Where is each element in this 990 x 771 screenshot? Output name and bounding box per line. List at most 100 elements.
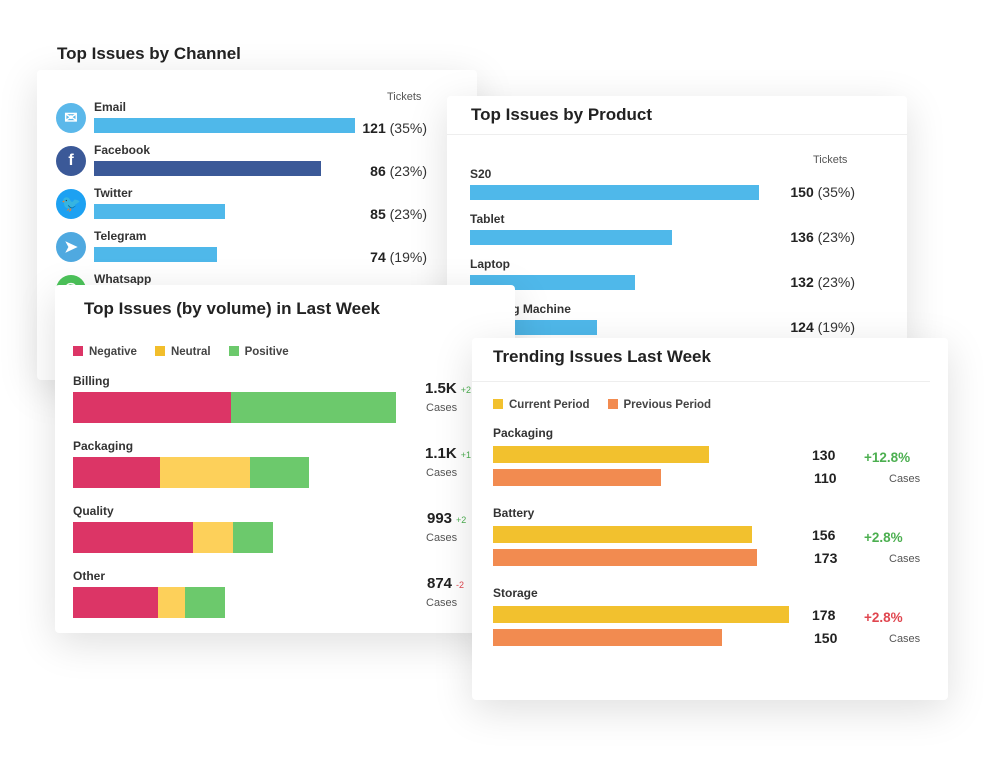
channel-percent: (23%) <box>389 163 427 179</box>
channel-bar <box>94 247 217 262</box>
legend-label: Neutral <box>170 346 211 358</box>
current-period-bar <box>493 446 710 463</box>
volume-unit: Cases <box>426 467 458 479</box>
facebook-icon: f <box>56 146 86 176</box>
product-label: S20 <box>470 167 492 181</box>
legend-swatch <box>493 399 503 409</box>
volume-label: Packaging <box>73 439 134 453</box>
legend-previous-period: Previous Period <box>607 399 712 411</box>
channel-count: 86 <box>370 163 386 179</box>
legend-swatch <box>228 346 239 356</box>
trending-card: Trending Issues Last Week Current Period… <box>472 338 948 700</box>
trending-change: +2.8% <box>864 610 903 625</box>
legend-label: Current Period <box>509 399 590 411</box>
channel-label: Telegram <box>94 229 147 243</box>
channel-percent: (19%) <box>389 249 427 265</box>
trending-label: Storage <box>493 586 538 600</box>
legend-swatch <box>607 399 618 409</box>
legend-current-period: Current Period <box>493 399 590 411</box>
previous-period-bar <box>493 549 757 566</box>
volume-value: 993 +2 <box>427 510 466 528</box>
trending-change: +12.8% <box>864 450 911 465</box>
volume-unit: Cases <box>426 402 458 414</box>
product-count: 150 <box>790 184 814 200</box>
volume-count: 1.1K <box>425 445 457 462</box>
channel-percent: (35%) <box>389 120 427 136</box>
legend-label: Previous Period <box>623 399 712 411</box>
previous-period-bar <box>493 629 722 646</box>
product-title: Top Issues by Product <box>471 105 653 124</box>
volume-label: Other <box>73 569 106 583</box>
volume-segment-negative <box>73 457 161 488</box>
channel-bar <box>94 204 225 219</box>
channel-bar <box>94 161 322 176</box>
volume-segment-negative <box>73 587 158 618</box>
volume-count: 993 <box>427 510 453 527</box>
volume-count: 874 <box>427 575 453 592</box>
trending-change: +2.8% <box>864 530 903 545</box>
product-tickets-header: Tickets <box>813 154 848 166</box>
trending-legend: Current Period Previous Period <box>493 395 729 413</box>
legend-positive: Positive <box>228 346 289 358</box>
product-bar <box>470 230 673 245</box>
product-percent: (35%) <box>817 184 855 200</box>
product-percent: (23%) <box>817 274 855 290</box>
channel-label: Facebook <box>94 143 151 157</box>
channel-title: Top Issues by Channel <box>57 44 241 63</box>
channel-value: 74 (19%) <box>370 249 427 265</box>
current-value: 178 <box>812 607 836 623</box>
product-count: 132 <box>790 274 814 290</box>
volume-segment-positive <box>233 522 274 553</box>
current-value: 156 <box>812 527 836 543</box>
volume-value: 1.5K +2 <box>425 380 471 398</box>
twitter-icon: 🐦 <box>56 189 86 219</box>
trending-unit: Cases <box>889 473 921 485</box>
channel-count: 85 <box>370 206 386 222</box>
previous-value: 110 <box>814 470 837 486</box>
current-period-bar <box>493 526 753 543</box>
channel-tickets-header: Tickets <box>387 91 422 103</box>
volume-legend: Negative Neutral Positive <box>73 342 307 360</box>
volume-delta: -2 <box>456 580 465 590</box>
volume-label: Billing <box>73 374 110 388</box>
legend-label: Positive <box>244 346 289 358</box>
volume-segment-negative <box>73 522 194 553</box>
channel-value: 121 (35%) <box>362 120 427 136</box>
legend-swatch <box>154 346 165 356</box>
channel-count: 74 <box>370 249 386 265</box>
volume-delta: +2 <box>456 515 467 525</box>
telegram-icon: ➤ <box>56 232 86 262</box>
legend-swatch <box>73 346 83 356</box>
volume-segment-positive <box>249 457 309 488</box>
volume-segment-neutral <box>158 587 186 618</box>
product-value: 136 (23%) <box>790 229 855 245</box>
current-value: 130 <box>812 447 836 463</box>
volume-segment-positive <box>231 392 396 423</box>
volume-segment-neutral <box>160 457 250 488</box>
volume-delta: +1 <box>460 450 471 460</box>
channel-count: 121 <box>362 120 386 136</box>
trending-title: Trending Issues Last Week <box>493 347 711 366</box>
previous-value: 173 <box>814 550 838 566</box>
channel-label: Whatsapp <box>94 272 152 286</box>
product-value: 124 (19%) <box>790 319 855 335</box>
product-value: 132 (23%) <box>790 274 855 290</box>
volume-count: 1.5K <box>425 380 457 397</box>
product-card <box>447 96 907 346</box>
volume-segment-negative <box>73 392 232 423</box>
legend-label: Negative <box>89 346 137 358</box>
legend-negative: Negative <box>73 346 137 358</box>
email-icon: ✉ <box>56 103 86 133</box>
channel-label: Twitter <box>94 186 133 200</box>
product-bar <box>470 185 759 200</box>
volume-delta: +2 <box>460 385 471 395</box>
volume-value: 874 -2 <box>427 575 464 593</box>
product-percent: (19%) <box>817 319 855 335</box>
volume-value: 1.1K +1 <box>425 445 471 463</box>
volume-title: Top Issues (by volume) in Last Week <box>84 299 380 318</box>
trending-unit: Cases <box>889 553 921 565</box>
previous-period-bar <box>493 469 661 486</box>
current-period-bar <box>493 606 789 623</box>
volume-segment-positive <box>185 587 225 618</box>
channel-value: 86 (23%) <box>370 163 427 179</box>
